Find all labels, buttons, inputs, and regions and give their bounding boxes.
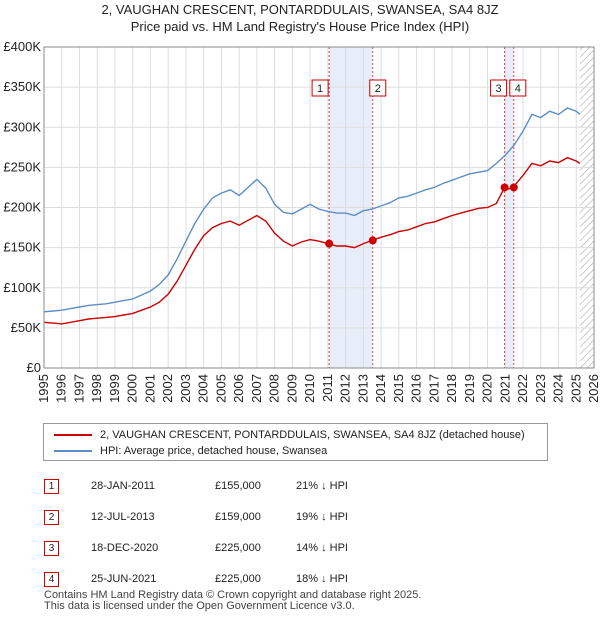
sale-marker-number: 1	[317, 83, 323, 95]
x-tick-label: 2015	[391, 374, 406, 403]
sale-marker-badge: 4	[509, 79, 527, 97]
sale-hpi-diff: 14% ↓ HPI	[296, 542, 348, 554]
x-tick-label: 2014	[373, 374, 388, 403]
x-tick-label: 2013	[355, 374, 370, 403]
x-tick-label: 2025	[568, 374, 583, 403]
legend-label-property: 2, VAUGHAN CRESCENT, PONTARDDULAIS, SWAN…	[100, 429, 525, 441]
legend-item-hpi: HPI: Average price, detached house, Swan…	[54, 443, 327, 459]
sale-marker-box	[369, 79, 387, 97]
x-tick-label: 2000	[125, 374, 140, 403]
y-tick-label: £50K	[11, 320, 42, 335]
sale-price: £159,000	[215, 511, 261, 523]
sale-marker-badge: 1	[311, 79, 329, 97]
x-tick-label: 2006	[231, 374, 246, 403]
sale-hpi-diff: 21% ↓ HPI	[296, 480, 348, 492]
sale-date: 25-JUN-2021	[91, 573, 157, 585]
hpi-line	[43, 107, 581, 313]
sale-row: 1 28-JAN-2011 £155,000 21% ↓ HPI	[0, 473, 600, 503]
sale-marker-box	[509, 79, 527, 97]
sale-row: 4 25-JUN-2021 £225,000 18% ↓ HPI	[0, 566, 600, 596]
x-tick-label: 2010	[302, 374, 317, 403]
sale-row: 2 12-JUL-2013 £159,000 19% ↓ HPI	[0, 504, 600, 534]
y-tick-label: £300K	[3, 119, 41, 134]
x-tick-label: 2012	[338, 374, 353, 403]
sale-number: 3	[44, 541, 59, 556]
sale-price: £225,000	[215, 542, 261, 554]
sale-price: £225,000	[215, 573, 261, 585]
footer-copyright: Contains HM Land Registry data © Crown c…	[44, 589, 422, 601]
sale-date: 18-DEC-2020	[91, 542, 159, 554]
x-tick-label: 1997	[71, 374, 86, 403]
sale-point	[368, 236, 377, 245]
x-tick-label: 2003	[178, 374, 193, 403]
x-tick-label: 2008	[267, 374, 282, 403]
sale-hpi-diff: 19% ↓ HPI	[296, 511, 348, 523]
x-tick-label: 2022	[515, 374, 530, 403]
sale-hpi-diff: 18% ↓ HPI	[296, 573, 348, 585]
sale-point	[500, 183, 509, 192]
sale-number: 2	[44, 510, 59, 525]
sale-marker-number: 3	[496, 83, 502, 95]
x-tick-label: 2018	[444, 374, 459, 403]
sale-marker-badge: 2	[369, 79, 387, 97]
legend-swatch-hpi	[54, 450, 92, 453]
sale-marker-box	[490, 79, 508, 97]
x-tick-label: 2021	[497, 374, 512, 403]
chart-title: 2, VAUGHAN CRESCENT, PONTARDDULAIS, SWAN…	[101, 2, 498, 17]
x-tick-label: 1999	[107, 374, 122, 403]
y-tick-label: £150K	[3, 240, 41, 255]
x-tick-label: 1998	[89, 374, 104, 403]
y-tick-label: £350K	[3, 79, 41, 94]
sale-number: 4	[44, 572, 59, 587]
x-tick-label: 2004	[196, 374, 211, 403]
legend-swatch-property	[54, 434, 92, 437]
chart: 2, VAUGHAN CRESCENT, PONTARDDULAIS, SWAN…	[3, 2, 600, 403]
x-tick-label: 2011	[320, 374, 335, 402]
y-tick-label: £400K	[3, 39, 41, 54]
sale-number: 1	[44, 479, 59, 494]
footer: Contains HM Land Registry data © Crown c…	[44, 590, 421, 612]
x-tick-label: 2023	[533, 374, 548, 403]
footer-licence: This data is licensed under the Open Gov…	[44, 600, 355, 612]
sale-point	[325, 239, 334, 248]
x-tick-label: 2005	[213, 374, 228, 403]
x-tick-label: 2016	[409, 374, 424, 403]
y-tick-label: £200K	[3, 200, 41, 215]
sale-marker-box	[311, 79, 329, 97]
sale-row: 3 18-DEC-2020 £225,000 14% ↓ HPI	[0, 535, 600, 565]
legend: 2, VAUGHAN CRESCENT, PONTARDDULAIS, SWAN…	[43, 423, 548, 461]
chart-subtitle: Price paid vs. HM Land Registry's House …	[131, 19, 469, 34]
sale-date: 28-JAN-2011	[91, 480, 155, 492]
x-tick-label: 2026	[586, 374, 600, 403]
sale-price: £155,000	[215, 480, 261, 492]
legend-label-hpi: HPI: Average price, detached house, Swan…	[100, 445, 328, 457]
x-tick-label: 2017	[426, 374, 441, 403]
sale-marker-badge: 3	[490, 79, 508, 97]
x-tick-label: 2020	[480, 374, 495, 403]
sale-date: 12-JUL-2013	[91, 511, 155, 523]
sale-marker-number: 2	[375, 83, 381, 95]
x-tick-label: 2024	[551, 374, 566, 403]
sale-point	[509, 183, 518, 192]
plot-border	[43, 46, 595, 369]
x-tick-label: 2009	[284, 374, 299, 403]
x-tick-label: 2001	[142, 374, 157, 403]
x-tick-label: 2007	[249, 374, 264, 403]
sale-marker-number: 4	[515, 83, 521, 95]
y-tick-label: £100K	[3, 280, 41, 295]
y-tick-label: £0	[27, 360, 41, 375]
x-tick-label: 1995	[36, 374, 51, 403]
x-tick-label: 1996	[54, 374, 69, 403]
x-tick-label: 2002	[160, 374, 175, 403]
x-tick-label: 2019	[462, 374, 477, 403]
y-tick-label: £250K	[3, 159, 41, 174]
legend-item-property: 2, VAUGHAN CRESCENT, PONTARDDULAIS, SWAN…	[54, 427, 525, 443]
